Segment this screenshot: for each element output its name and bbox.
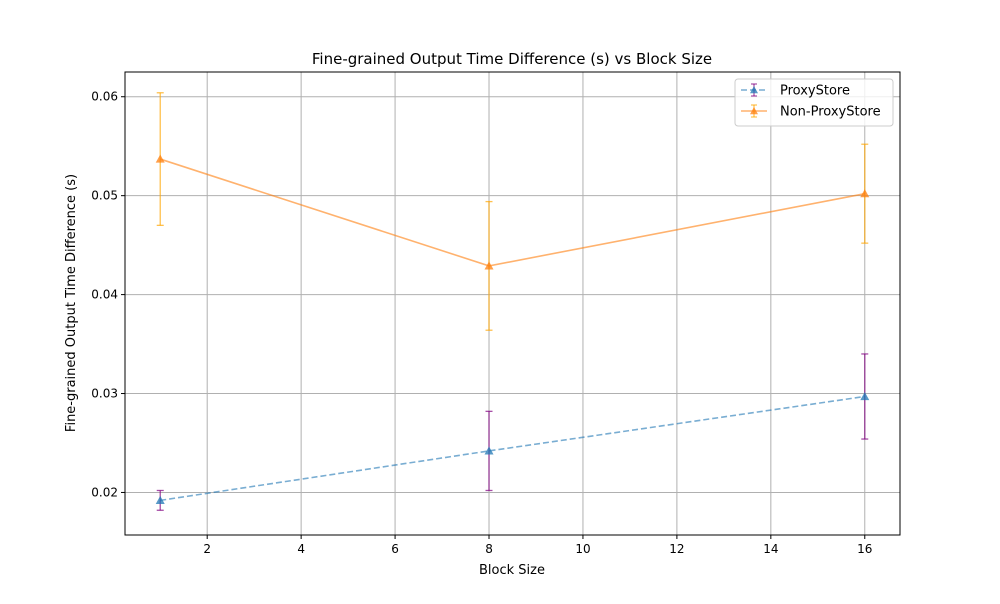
data-point	[860, 391, 870, 401]
series-1	[155, 92, 870, 331]
x-tick-label: 2	[203, 542, 211, 556]
series-0	[155, 353, 870, 511]
x-tick-label: 4	[297, 542, 305, 556]
legend-entry: Non-ProxyStore	[741, 104, 881, 120]
x-axis-ticks: 2 4 6 8 10 12 14 16	[203, 535, 872, 556]
y-axis-label: Fine-grained Output Time Difference (s)	[64, 174, 79, 432]
y-tick-label: 0.02	[91, 485, 118, 499]
legend-box	[734, 78, 894, 127]
series-line	[159, 158, 865, 267]
x-tick-label: 10	[575, 542, 590, 556]
y-tick-label: 0.06	[91, 90, 118, 104]
series-line	[160, 395, 865, 502]
x-tick-label: 14	[763, 542, 778, 556]
data-point	[484, 261, 494, 270]
legend-label: Non-ProxyStore	[780, 105, 881, 120]
x-tick-label: 16	[857, 542, 872, 556]
data-point	[860, 189, 870, 198]
y-tick-label: 0.05	[91, 189, 118, 203]
y-tick-label: 0.03	[91, 387, 118, 401]
legend-label: ProxyStore	[780, 84, 850, 99]
legend-marker	[750, 107, 758, 115]
legend-marker	[750, 86, 758, 94]
legend: ProxyStore Non-ProxyStore	[734, 78, 894, 127]
series-layer	[155, 92, 870, 511]
legend-entry: ProxyStore	[741, 83, 850, 99]
y-tick-label: 0.04	[91, 288, 118, 302]
x-tick-label: 8	[485, 542, 493, 556]
plot-frame	[124, 71, 901, 536]
x-axis-label: Block Size	[479, 563, 545, 578]
grid	[125, 72, 900, 535]
chart-title: Fine-grained Output Time Difference (s) …	[312, 50, 712, 68]
data-point	[484, 446, 494, 455]
data-point	[155, 495, 165, 504]
y-axis-ticks: 0.02 0.03 0.04 0.05 0.06	[91, 90, 125, 499]
data-point	[155, 154, 165, 163]
x-tick-label: 6	[391, 542, 399, 556]
x-tick-label: 12	[669, 542, 684, 556]
